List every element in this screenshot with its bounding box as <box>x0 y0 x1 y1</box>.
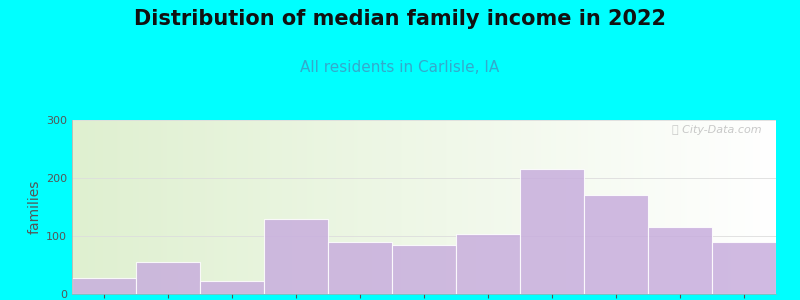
Bar <box>264 219 328 294</box>
Text: Distribution of median family income in 2022: Distribution of median family income in … <box>134 9 666 29</box>
Bar <box>520 169 584 294</box>
Bar <box>648 227 712 294</box>
Bar <box>584 195 648 294</box>
Bar <box>456 234 520 294</box>
Text: All residents in Carlisle, IA: All residents in Carlisle, IA <box>300 60 500 75</box>
Bar <box>328 242 392 294</box>
Bar <box>200 281 264 294</box>
Bar <box>392 245 456 294</box>
Bar <box>72 278 136 294</box>
Y-axis label: families: families <box>28 180 42 234</box>
Bar <box>136 262 200 294</box>
Bar <box>712 242 776 294</box>
Text: ⓘ City-Data.com: ⓘ City-Data.com <box>672 125 762 135</box>
